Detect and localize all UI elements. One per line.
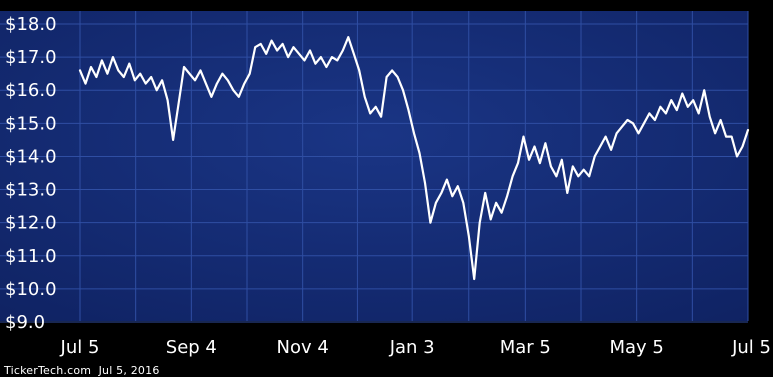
y-tick-label: $14.0 [5,146,57,167]
horizontal-grid-lines [0,23,748,323]
y-tick-label: $10.0 [5,279,57,300]
y-tick-label: $16.0 [5,80,57,101]
x-tick-label: Jan 3 [389,337,435,358]
y-tick-label: $11.0 [5,246,57,267]
y-tick-label: $18.0 [5,14,57,35]
x-tick-label: Jul 5 [731,337,771,358]
x-tick-label: Jul 5 [60,337,100,358]
x-tick-label: Sep 4 [166,337,217,358]
plot-area [0,11,748,321]
y-tick-label: $13.0 [5,180,57,201]
y-tick-label: $17.0 [5,47,57,68]
y-tick-label: $15.0 [5,113,57,134]
x-tick-label: Mar 5 [500,337,551,358]
x-tick-label: Nov 4 [277,337,329,358]
y-axis-tick-labels: $9.0 $10.0 $11.0 $12.0 $13.0 $14.0 $15.0 $16.0 $… [5,14,57,333]
x-axis-tick-labels: Jul 5 Sep 4 Nov 4 Jan 3 Mar 5 May 5 Jul 5 [60,337,771,358]
source-footer: TickerTech.com Jul 5, 2016 [4,364,160,377]
y-tick-label: $12.0 [5,213,57,234]
price-series-line [78,36,750,281]
vertical-grid-lines [79,11,749,321]
y-tick-label: $9.0 [5,312,45,333]
x-tick-label: May 5 [609,337,663,358]
